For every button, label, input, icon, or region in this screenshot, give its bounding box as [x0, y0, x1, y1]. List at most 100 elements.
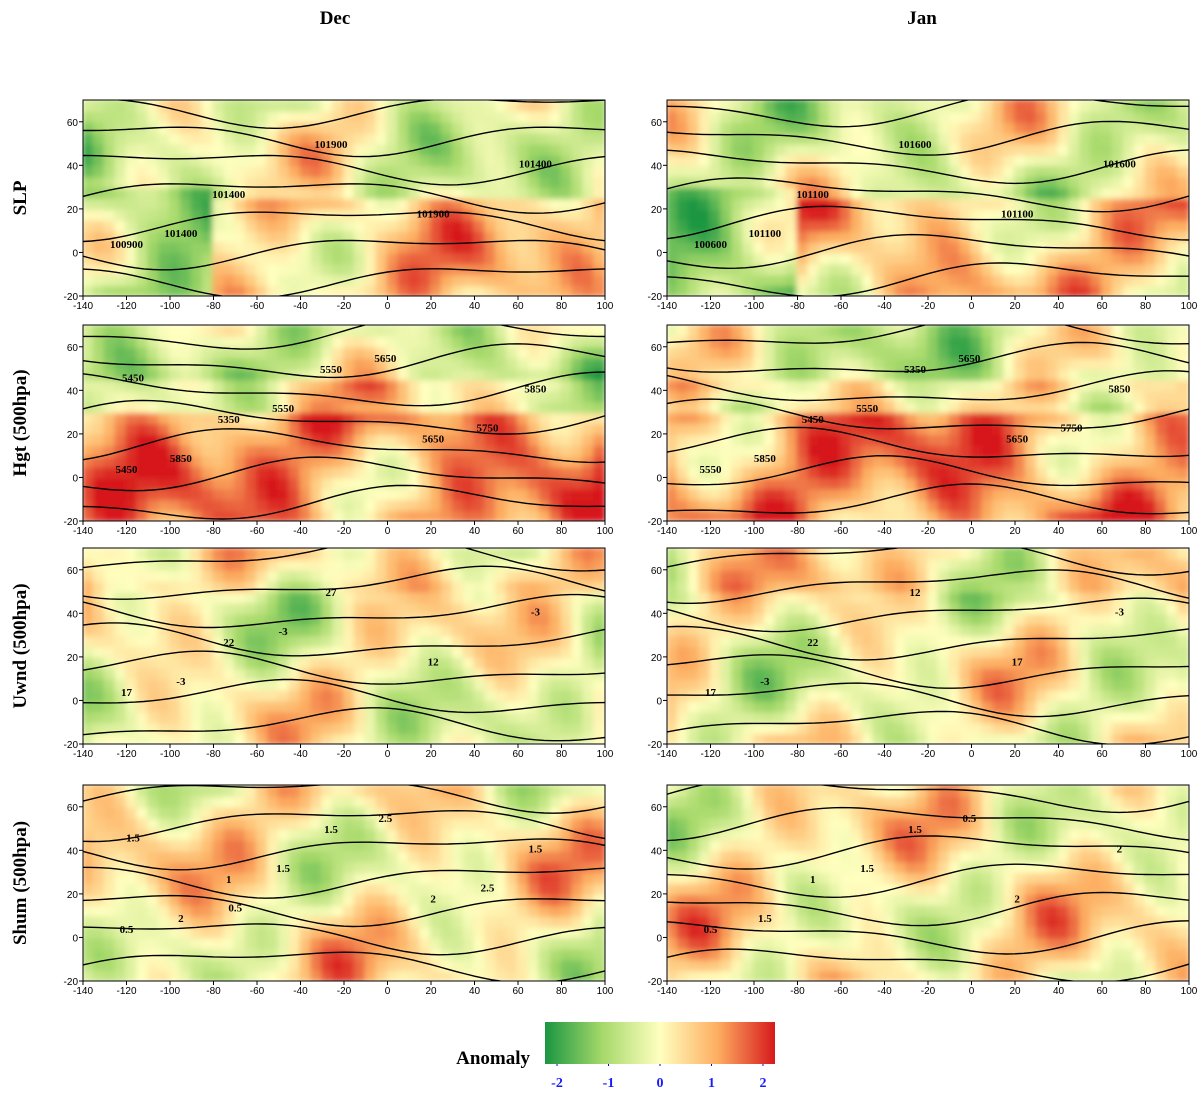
x-tick-label: 20 — [1009, 526, 1021, 537]
x-tick-label: 0 — [385, 526, 391, 537]
y-tick-label: 60 — [651, 343, 663, 354]
anomaly-cell — [1177, 324, 1190, 337]
contour-label: -3 — [176, 676, 186, 688]
x-tick-label: -20 — [337, 526, 352, 537]
x-tick-label: 80 — [1140, 301, 1152, 312]
x-tick-label: -100 — [744, 301, 764, 312]
contour-label: 27 — [325, 587, 337, 599]
y-tick-label: -20 — [648, 292, 663, 303]
contour-label: 5850 — [754, 453, 777, 465]
anomaly-cell — [1177, 99, 1190, 112]
y-tick-label: 60 — [67, 118, 79, 129]
x-tick-label: 40 — [1053, 301, 1065, 312]
y-tick-label: -20 — [648, 517, 663, 528]
x-tick-label: -100 — [160, 749, 180, 760]
contour-label: 5750 — [1061, 423, 1084, 435]
x-tick-label: 100 — [597, 301, 614, 312]
column-title: Jan — [907, 8, 937, 29]
map-panel: 17222712-3-3-3 — [82, 538, 606, 745]
contour-label: 100900 — [110, 239, 144, 251]
x-tick-label: 0 — [969, 301, 975, 312]
row-label: Uwnd (500hpa) — [10, 583, 31, 708]
x-tick-label: 20 — [425, 526, 437, 537]
x-tick-label: -120 — [116, 301, 136, 312]
x-tick-label: -20 — [337, 301, 352, 312]
contour-label: 101600 — [1103, 159, 1137, 171]
x-tick-label: 0 — [385, 749, 391, 760]
x-tick-label: 20 — [425, 301, 437, 312]
contour-label: 5450 — [116, 464, 139, 476]
anomaly-cell — [593, 547, 606, 560]
x-tick-label: -120 — [700, 301, 720, 312]
x-tick-label: 60 — [512, 526, 524, 537]
x-tick-label: -40 — [293, 301, 308, 312]
x-tick-label: -40 — [293, 526, 308, 537]
x-tick-label: 100 — [597, 749, 614, 760]
contour-label: 5350 — [904, 364, 927, 376]
row-label: Shum (500hpa) — [10, 821, 31, 945]
x-tick-label: 100 — [1181, 301, 1198, 312]
y-tick-label: 20 — [67, 430, 79, 441]
x-tick-label: 20 — [425, 749, 437, 760]
contour-label: 5650 — [1006, 434, 1029, 446]
anomaly-field — [82, 324, 606, 522]
y-tick-label: 0 — [72, 696, 78, 707]
contour-label: 101100 — [749, 228, 782, 240]
x-tick-label: -20 — [921, 526, 936, 537]
x-tick-label: -60 — [250, 749, 265, 760]
contour-label: 5550 — [856, 403, 879, 415]
contour-label: 22 — [223, 637, 235, 649]
x-tick-label: -60 — [250, 301, 265, 312]
x-tick-label: 40 — [1053, 526, 1065, 537]
y-tick-label: 0 — [72, 248, 78, 259]
anomaly-cell — [593, 324, 606, 337]
x-tick-label: -40 — [877, 301, 892, 312]
x-tick-label: -120 — [116, 749, 136, 760]
y-tick-label: 40 — [651, 161, 663, 172]
contour-label: 101600 — [898, 139, 932, 151]
x-tick-label: -60 — [834, 301, 849, 312]
contour-label: 17 — [121, 687, 133, 699]
contour-label: 5650 — [958, 353, 981, 365]
contour-label: 5450 — [122, 373, 145, 385]
contour-label: 5450 — [802, 414, 825, 426]
y-tick-label: 40 — [67, 161, 79, 172]
x-tick-label: -20 — [337, 749, 352, 760]
contour-label: 101400 — [212, 189, 246, 201]
x-tick-label: 100 — [597, 526, 614, 537]
map-panel: 100600101100101600101100101600101100 — [666, 93, 1190, 297]
contour-label: 5850 — [524, 384, 547, 396]
row-label: Hgt (500hpa) — [10, 369, 31, 476]
x-tick-label: -120 — [116, 526, 136, 537]
map-panel: 17221217-3-3 — [666, 542, 1190, 745]
map-panel: 555054505350565058505850555056505750 — [666, 314, 1190, 522]
x-tick-label: 80 — [556, 301, 568, 312]
x-tick-label: -80 — [206, 301, 221, 312]
contour-label: 101100 — [797, 189, 830, 201]
y-tick-label: 20 — [651, 430, 663, 441]
y-tick-label: 0 — [656, 473, 662, 484]
row-label: SLP — [10, 180, 31, 215]
x-tick-label: -60 — [250, 526, 265, 537]
contour-label: 5650 — [374, 353, 397, 365]
x-tick-label: 60 — [512, 749, 524, 760]
x-tick-label: 100 — [1181, 526, 1198, 537]
x-tick-label: 60 — [1096, 526, 1108, 537]
y-tick-label: 20 — [67, 653, 79, 664]
contour-label: 5350 — [218, 414, 241, 426]
contour-label: 101900 — [417, 209, 451, 221]
y-tick-label: 60 — [651, 118, 663, 129]
contour-label: 5750 — [477, 423, 500, 435]
x-tick-label: 80 — [556, 749, 568, 760]
x-tick-label: 20 — [1009, 301, 1021, 312]
anomaly-field — [82, 99, 606, 297]
y-tick-label: -20 — [64, 292, 79, 303]
map-panel: 5450535055505650585058505550565057505450 — [82, 316, 606, 523]
x-tick-label: 60 — [512, 301, 524, 312]
x-tick-label: 40 — [469, 526, 481, 537]
x-tick-label: 0 — [969, 526, 975, 537]
contour-label: 101900 — [314, 139, 348, 151]
x-tick-label: -80 — [790, 301, 805, 312]
contour-label: 5850 — [170, 453, 193, 465]
